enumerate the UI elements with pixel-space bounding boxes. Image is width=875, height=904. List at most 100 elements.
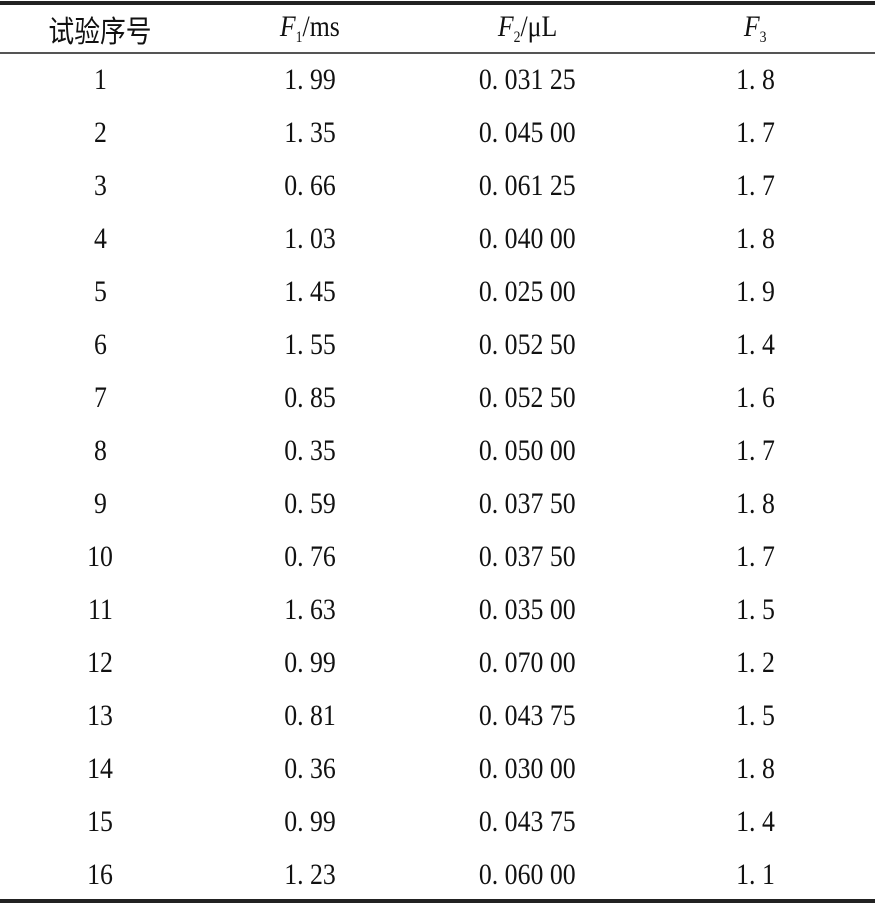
cell-text: 1. 9: [735, 274, 775, 308]
cell-text: 5: [93, 274, 107, 308]
cell-f1: 0. 66: [200, 159, 420, 212]
cell-text: 0. 037 50: [479, 486, 576, 520]
header-sub: 1: [295, 29, 303, 46]
cell-f3: 1. 6: [635, 371, 875, 424]
cell-text: 0. 031 25: [479, 62, 576, 96]
cell-text: 0. 060 00: [479, 857, 576, 891]
table-row: 14 0. 36 0. 030 00 1. 8: [0, 742, 875, 795]
cell-text: 1. 45: [284, 274, 336, 308]
cell-f3: 1. 7: [635, 106, 875, 159]
cell-text: 10: [87, 539, 113, 573]
cell-text: 1. 5: [735, 592, 775, 626]
table-row: 15 0. 99 0. 043 75 1. 4: [0, 795, 875, 848]
cell-text: 1. 7: [735, 433, 775, 467]
cell-text: 1. 99: [284, 62, 336, 96]
table-row: 1 1. 99 0. 031 25 1. 8: [0, 52, 875, 106]
table-row: 16 1. 23 0. 060 00 1. 1: [0, 848, 875, 901]
table-row: 12 0. 99 0. 070 00 1. 2: [0, 636, 875, 689]
cell-text: 0. 050 00: [479, 433, 576, 467]
header-f1: F1/ms: [200, 5, 420, 52]
cell-text: 0. 035 00: [479, 592, 576, 626]
cell-text: 0. 037 50: [479, 539, 576, 573]
cell-f1: 1. 55: [200, 318, 420, 371]
header-unit: /μL: [520, 10, 558, 43]
cell-trial-number: 14: [0, 742, 200, 795]
cell-f2: 0. 031 25: [420, 52, 635, 106]
cell-text: 1. 6: [735, 380, 775, 414]
cell-f2: 0. 025 00: [420, 265, 635, 318]
cell-text: 1. 23: [284, 857, 336, 891]
cell-text: 3: [93, 168, 107, 202]
cell-text: 1. 4: [735, 804, 775, 838]
table-header-rule: [0, 52, 875, 54]
cell-f2: 0. 037 50: [420, 530, 635, 583]
table-bottom-rule: [0, 899, 875, 903]
cell-f1: 1. 99: [200, 52, 420, 106]
cell-text: 1. 8: [735, 486, 775, 520]
cell-trial-number: 1: [0, 52, 200, 106]
header-f2: F2/μL: [420, 5, 635, 52]
cell-text: 0. 061 25: [479, 168, 576, 202]
cell-text: 0. 99: [284, 645, 336, 679]
table-row: 11 1. 63 0. 035 00 1. 5: [0, 583, 875, 636]
cell-f2: 0. 040 00: [420, 212, 635, 265]
cell-trial-number: 10: [0, 530, 200, 583]
cell-f3: 1. 7: [635, 159, 875, 212]
header-f3: F3: [635, 5, 875, 52]
cell-text: 0. 59: [284, 486, 336, 520]
cell-trial-number: 16: [0, 848, 200, 901]
cell-f2: 0. 052 50: [420, 318, 635, 371]
table-row: 4 1. 03 0. 040 00 1. 8: [0, 212, 875, 265]
cell-f3: 1. 7: [635, 530, 875, 583]
cell-trial-number: 9: [0, 477, 200, 530]
cell-f1: 1. 63: [200, 583, 420, 636]
cell-f1: 0. 99: [200, 636, 420, 689]
cell-text: 13: [87, 698, 113, 732]
cell-text: 1. 4: [735, 327, 775, 361]
cell-f1: 1. 23: [200, 848, 420, 901]
cell-text: 1: [93, 62, 107, 96]
cell-text: 1. 2: [735, 645, 775, 679]
table-row: 9 0. 59 0. 037 50 1. 8: [0, 477, 875, 530]
cell-text: 12: [87, 645, 113, 679]
cell-text: 9: [93, 486, 107, 520]
cell-trial-number: 4: [0, 212, 200, 265]
cell-f2: 0. 030 00: [420, 742, 635, 795]
cell-text: 0. 045 00: [479, 115, 576, 149]
cell-f1: 1. 45: [200, 265, 420, 318]
cell-f1: 0. 99: [200, 795, 420, 848]
cell-text: 0. 040 00: [479, 221, 576, 255]
cell-text: 14: [87, 751, 113, 785]
table-row: 8 0. 35 0. 050 00 1. 7: [0, 424, 875, 477]
cell-f2: 0. 045 00: [420, 106, 635, 159]
cell-f3: 1. 4: [635, 318, 875, 371]
cell-f1: 0. 36: [200, 742, 420, 795]
header-var: F: [280, 10, 296, 43]
cell-text: 1. 35: [284, 115, 336, 149]
header-text: 试验序号: [48, 15, 152, 49]
header-trial-number: 试验序号: [0, 5, 200, 52]
cell-f3: 1. 1: [635, 848, 875, 901]
cell-text: 1. 8: [735, 751, 775, 785]
cell-text: 1. 7: [735, 115, 775, 149]
cell-trial-number: 2: [0, 106, 200, 159]
cell-text: 4: [93, 221, 107, 255]
cell-trial-number: 7: [0, 371, 200, 424]
table-row: 6 1. 55 0. 052 50 1. 4: [0, 318, 875, 371]
cell-text: 1. 7: [735, 539, 775, 573]
cell-f1: 0. 35: [200, 424, 420, 477]
cell-f3: 1. 4: [635, 795, 875, 848]
cell-trial-number: 3: [0, 159, 200, 212]
cell-text: 0. 052 50: [479, 380, 576, 414]
cell-f3: 1. 8: [635, 742, 875, 795]
cell-text: 16: [87, 857, 113, 891]
table-row: 2 1. 35 0. 045 00 1. 7: [0, 106, 875, 159]
cell-f3: 1. 2: [635, 636, 875, 689]
header-row: 试验序号 F1/ms F2/μL F3: [0, 5, 875, 52]
cell-trial-number: 13: [0, 689, 200, 742]
cell-text: 0. 99: [284, 804, 336, 838]
table-row: 7 0. 85 0. 052 50 1. 6: [0, 371, 875, 424]
cell-f3: 1. 8: [635, 52, 875, 106]
cell-f3: 1. 9: [635, 265, 875, 318]
